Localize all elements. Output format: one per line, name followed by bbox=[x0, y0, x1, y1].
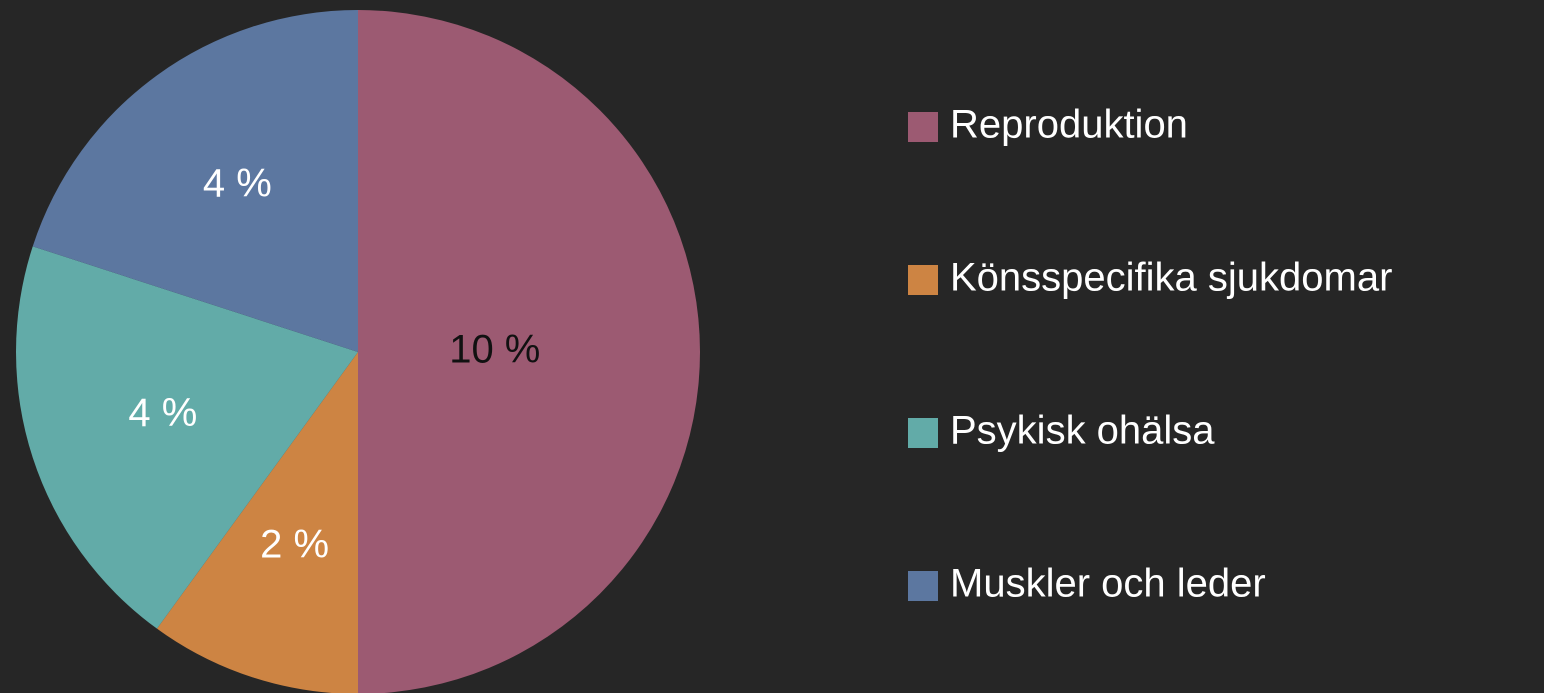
legend-swatch bbox=[908, 265, 938, 295]
legend-swatch bbox=[908, 418, 938, 448]
legend-label: Reproduktion bbox=[950, 103, 1188, 147]
legend-label: Muskler och leder bbox=[950, 562, 1266, 606]
pie-slice bbox=[32, 10, 358, 352]
legend-label: Psykisk ohälsa bbox=[950, 409, 1215, 453]
data-label: 2 % bbox=[260, 523, 329, 567]
data-label: 4 % bbox=[203, 162, 272, 206]
pie-slice bbox=[15, 246, 358, 629]
legend-swatch bbox=[908, 112, 938, 142]
legend-swatch bbox=[908, 571, 938, 601]
legend-label: Könsspecifika sjukdomar bbox=[950, 256, 1392, 300]
pie-slice bbox=[358, 10, 700, 693]
data-label: 10 % bbox=[449, 328, 540, 372]
data-label: 4 % bbox=[128, 391, 197, 435]
pie-slice bbox=[156, 352, 358, 693]
